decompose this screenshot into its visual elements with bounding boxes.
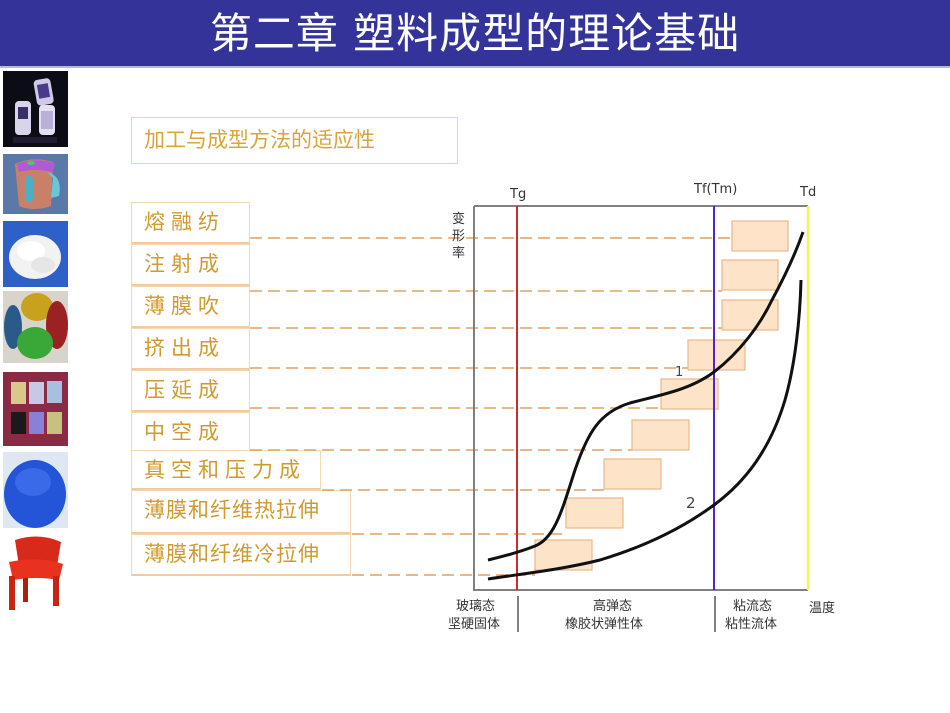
mobile-phones-image xyxy=(3,71,68,147)
white-pellets-image xyxy=(3,221,68,287)
slide-title: 第二章 塑料成型的理论基础 xyxy=(209,9,741,58)
thumbnail-strip xyxy=(0,70,80,630)
curve-2-label: 2 xyxy=(686,494,696,512)
region-glassy-line1: 玻璃态 xyxy=(456,599,495,614)
diagram-heading: 加工与成型方法的适应性 xyxy=(131,117,458,164)
method-label-calendering: 压延成 xyxy=(131,370,250,412)
method-label-extrusion: 挤出成 xyxy=(131,328,250,370)
curve-2 xyxy=(487,279,803,581)
td-label: Td xyxy=(799,185,816,200)
method-label-cold-drawing: 薄膜和纤维冷拉伸 xyxy=(131,534,351,576)
tf-label: Tf(Tm) xyxy=(693,182,737,197)
axes xyxy=(473,206,808,591)
x-axis-label: 温度 xyxy=(809,600,835,616)
method-label-injection-molding: 注射成 xyxy=(131,244,250,286)
curve-1-label: 1 xyxy=(675,365,683,380)
sheet-samples-image xyxy=(3,372,68,446)
method-label-melt-spinning: 熔融纺 xyxy=(131,202,250,244)
curve-1 xyxy=(487,231,805,562)
tg-label: Tg xyxy=(509,187,526,202)
method-label-hot-drawing: 薄膜和纤维热拉伸 xyxy=(131,490,351,534)
region-rubbery-line1: 高弹态 xyxy=(593,598,632,614)
method-label-blow-molding: 中空成 xyxy=(131,412,250,454)
method-label-film-blowing: 薄膜吹 xyxy=(131,286,250,328)
region-glassy-line2: 坚硬固体 xyxy=(448,617,500,632)
colored-pellets-image xyxy=(3,291,68,363)
processing-ranges xyxy=(534,220,789,571)
y-axis-label: 变 形 率 xyxy=(452,211,469,261)
blue-pellets-image xyxy=(3,452,68,528)
region-rubbery-line2: 橡胶状弹性体 xyxy=(565,616,643,632)
dashed-guides xyxy=(250,237,730,576)
red-chair-image xyxy=(3,532,68,612)
method-label-vacuum-pressure-forming: 真空和压力成 xyxy=(131,450,321,490)
kettle-image xyxy=(3,154,68,214)
region-viscous-line1: 粘流态 xyxy=(733,599,772,614)
title-bar: 第二章 塑料成型的理论基础 xyxy=(0,0,950,68)
region-viscous-line2: 粘性流体 xyxy=(725,617,777,632)
